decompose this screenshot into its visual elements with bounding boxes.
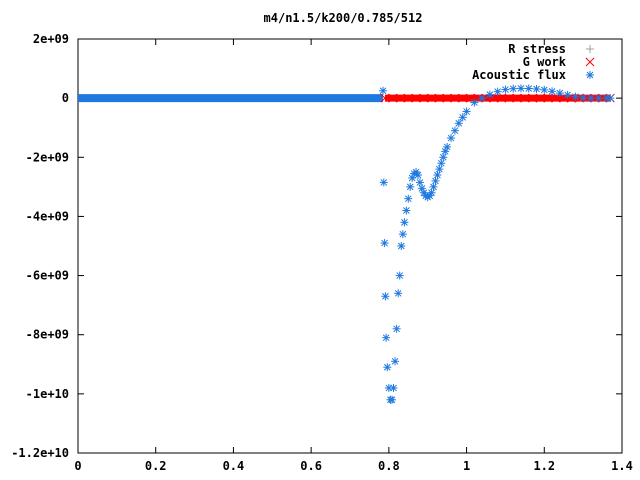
acoustic-flux-point <box>516 84 525 93</box>
legend-label: R stress <box>508 42 566 56</box>
acoustic-flux-point <box>443 142 452 151</box>
acoustic-flux-point <box>412 168 421 177</box>
x-tick-label: 1 <box>463 459 470 473</box>
acoustic-flux-point <box>540 85 549 94</box>
y-tick-label: 2e+09 <box>33 32 69 46</box>
legend-marker <box>585 57 595 67</box>
acoustic-flux-point <box>427 188 436 197</box>
acoustic-flux-point <box>392 324 401 333</box>
acoustic-flux-point <box>382 333 391 342</box>
acoustic-flux-point <box>606 94 615 103</box>
g-work-point <box>458 93 468 103</box>
g-work-point <box>528 93 537 103</box>
y-tick-label: -8e+09 <box>26 328 69 342</box>
g-work-point <box>536 93 545 103</box>
g-work-point <box>419 93 429 103</box>
acoustic-flux-point <box>379 86 388 95</box>
acoustic-flux-point <box>447 134 456 143</box>
g-work-point <box>435 93 444 103</box>
acoustic-flux-point <box>380 239 389 248</box>
acoustic-flux-point <box>485 90 494 99</box>
g-work-point <box>551 93 561 103</box>
acoustic-flux-point <box>571 92 580 101</box>
y-tick-label: -1.2e+10 <box>11 446 69 460</box>
acoustic-flux-point <box>478 94 487 103</box>
x-tick-label: 0.6 <box>300 459 322 473</box>
acoustic-flux-point <box>379 178 388 187</box>
acoustic-flux-point <box>586 94 595 103</box>
acoustic-flux-point <box>414 171 422 180</box>
acoustic-flux-point <box>439 153 448 162</box>
acoustic-flux-point <box>402 206 411 215</box>
x-tick-label: 0 <box>74 459 81 473</box>
y-tick-label: -2e+09 <box>26 150 69 164</box>
acoustic-flux-point <box>437 159 446 168</box>
x-tick-label: 0.2 <box>145 459 167 473</box>
acoustic-flux-point <box>395 271 404 280</box>
y-tick-label: 0 <box>62 91 69 105</box>
acoustic-flux-point <box>579 93 588 102</box>
acoustic-flux-point <box>509 84 518 93</box>
chart-title: m4/n1.5/k200/0.785/512 <box>264 11 423 25</box>
acoustic-flux-point <box>532 84 541 93</box>
acoustic-flux-point <box>454 119 463 128</box>
acoustic-flux-point <box>406 182 415 191</box>
g-work-point <box>442 93 452 103</box>
g-work-point <box>388 93 398 103</box>
acoustic-flux-point <box>450 126 459 135</box>
acoustic-flux-point <box>470 98 479 107</box>
y-tick-label: -1e+10 <box>26 387 69 401</box>
acoustic-flux-point <box>462 107 471 116</box>
legend-marker <box>586 45 594 53</box>
legend-label: G work <box>523 55 567 69</box>
acoustic-flux-point <box>383 363 392 372</box>
axes: 0 0.2 0.4 0.6 0.8 1 1.2 1.4 2e+09 0 -2e+09 -4e+09 -6… <box>11 32 633 473</box>
legend-label: Acoustic flux <box>472 68 566 82</box>
acoustic-flux-point <box>391 357 400 366</box>
x-tick-label: 1.2 <box>533 459 555 473</box>
acoustic-flux-point <box>431 176 440 185</box>
y-tick-label: -4e+09 <box>26 209 69 223</box>
plot-frame <box>77 38 623 454</box>
acoustic-flux-point <box>394 289 403 298</box>
acoustic-flux-point <box>493 87 502 96</box>
acoustic-flux-point <box>524 84 533 93</box>
g-work-point <box>504 93 514 103</box>
acoustic-flux-point <box>563 90 572 99</box>
acoustic-flux-point <box>389 383 398 392</box>
g-work-point <box>497 93 506 103</box>
data-layer <box>78 84 615 404</box>
acoustic-flux-point <box>387 395 396 404</box>
acoustic-flux-point <box>555 89 564 98</box>
x-tick-label: 0.8 <box>378 459 400 473</box>
g-work-point <box>450 93 460 103</box>
acoustic-flux-point <box>381 292 390 301</box>
acoustic-flux-point <box>548 87 557 96</box>
x-tick-label: 1.4 <box>611 459 633 473</box>
y-tick-label: -6e+09 <box>26 269 69 283</box>
g-work-point <box>520 93 530 103</box>
g-work-point <box>403 93 413 103</box>
acoustic-flux-point <box>501 85 510 94</box>
acoustic-flux-point <box>458 113 467 122</box>
x-tick-label: 0.4 <box>223 459 245 473</box>
g-work-point <box>427 93 436 103</box>
acoustic-flux-point <box>397 242 406 250</box>
acoustic-flux-point <box>404 194 413 203</box>
acoustic-flux-point <box>594 94 603 103</box>
acoustic-flux-point <box>433 171 442 180</box>
acoustic-flux-point <box>435 165 444 174</box>
legend-marker <box>586 71 594 79</box>
acoustic-flux-point <box>415 178 424 187</box>
g-work-point <box>543 93 553 103</box>
g-work-point <box>396 93 405 103</box>
acoustic-flux-point <box>400 218 409 227</box>
acoustic-flux-point <box>429 182 438 191</box>
g-work-point <box>512 93 522 103</box>
acoustic-flux-point <box>398 230 407 239</box>
g-work-point <box>380 93 390 103</box>
g-work-point <box>411 93 421 103</box>
